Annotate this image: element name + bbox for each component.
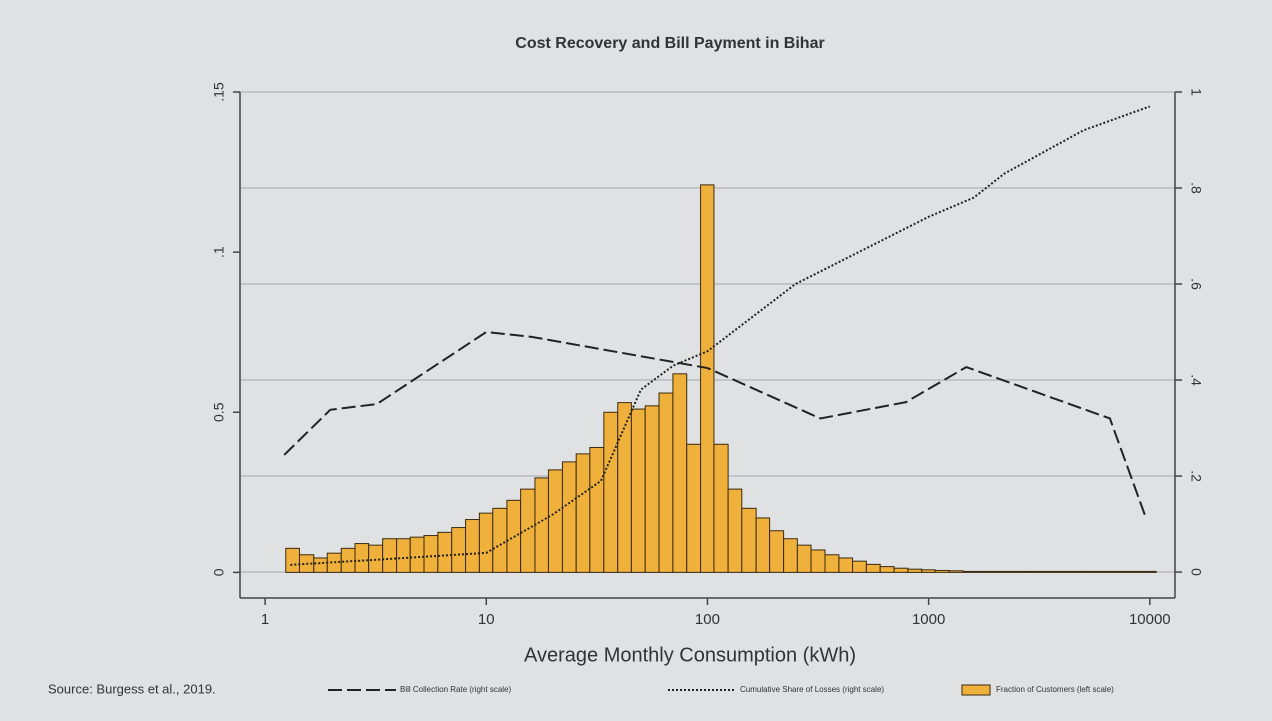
x-tick-label: 1 xyxy=(261,611,269,628)
histogram-bar xyxy=(492,507,508,573)
y2-tick-label: 1 xyxy=(1188,88,1204,96)
histogram-bar xyxy=(658,392,674,573)
x-tick-label: 10 xyxy=(478,611,495,628)
histogram-bar xyxy=(1087,570,1102,573)
histogram-bar xyxy=(589,446,605,573)
histogram-bar xyxy=(409,536,425,573)
y-tick-label: .15 xyxy=(211,82,227,102)
x-tick-label: 1000 xyxy=(912,611,945,628)
x-axis-label: Average Monthly Consumption (kWh) xyxy=(524,644,856,666)
histogram-bar xyxy=(1045,570,1061,573)
histogram-bar xyxy=(713,443,729,573)
histogram-bar xyxy=(465,519,480,573)
histogram-bar xyxy=(354,543,370,573)
y-tick-label: .1 xyxy=(211,246,227,258)
y2-tick-label: 0 xyxy=(1188,568,1204,576)
histogram-bar xyxy=(437,531,453,573)
histogram-bar xyxy=(547,469,563,573)
histogram-bar xyxy=(630,408,646,573)
y2-tick-label: .6 xyxy=(1188,278,1204,290)
histogram-bar xyxy=(478,512,494,573)
histogram-bar xyxy=(741,507,757,573)
source-note: Source: Burgess et al., 2019. xyxy=(48,681,216,696)
legend-label: Cumulative Share of Losses (right scale) xyxy=(740,685,884,694)
histogram-bar xyxy=(1059,570,1075,573)
histogram-bar xyxy=(990,570,1006,573)
histogram-bar xyxy=(1128,570,1144,573)
histogram-bar xyxy=(313,557,328,573)
histogram-bar xyxy=(396,538,411,573)
histogram-bar xyxy=(382,538,398,573)
chart-title: Cost Recovery and Bill Payment in Bihar xyxy=(515,35,824,52)
histogram-bar xyxy=(948,570,964,573)
histogram-bar xyxy=(1004,570,1020,573)
series-line xyxy=(283,331,1146,516)
histogram-bar xyxy=(520,488,536,573)
histogram-bar xyxy=(727,488,743,573)
histogram-bar xyxy=(810,549,826,573)
histogram-bar xyxy=(934,569,950,573)
histogram-bar xyxy=(1031,570,1047,573)
histogram-bar xyxy=(423,535,439,573)
histogram-bar xyxy=(865,563,881,573)
histogram-bar xyxy=(451,527,467,573)
histogram-bar xyxy=(879,566,895,573)
histogram-bar xyxy=(1018,570,1033,573)
series-line xyxy=(290,105,1151,566)
histogram-bar xyxy=(700,184,715,573)
legend-swatch xyxy=(961,684,991,696)
y2-tick-label: .4 xyxy=(1188,374,1204,386)
histogram-bar xyxy=(561,461,577,573)
histogram-bar xyxy=(907,568,923,573)
histogram-bar xyxy=(534,477,549,573)
histogram-bar xyxy=(1073,570,1089,573)
histogram-bar xyxy=(1100,570,1116,573)
histogram-bar xyxy=(921,569,936,573)
y2-tick-label: .8 xyxy=(1188,182,1204,194)
histogram-bar xyxy=(340,547,356,573)
y2-tick-label: .2 xyxy=(1188,470,1204,482)
histogram-bar xyxy=(755,517,771,573)
histogram-bar xyxy=(838,557,854,573)
histogram-bar xyxy=(644,405,660,573)
histogram-bar xyxy=(769,530,785,573)
histogram-bar xyxy=(824,554,840,573)
histogram-bar xyxy=(893,567,909,573)
histogram-bar xyxy=(852,560,867,573)
histogram-bar xyxy=(1142,570,1157,573)
histogram-bar xyxy=(686,443,702,573)
histogram-bar xyxy=(575,453,591,573)
histogram-bar xyxy=(1114,570,1130,573)
y-tick-label: 0 xyxy=(211,568,227,576)
x-tick-label: 100 xyxy=(695,611,720,628)
histogram-bar xyxy=(285,547,300,573)
histogram-bar xyxy=(783,538,798,573)
y-tick-label: 0.5 xyxy=(211,402,227,422)
histogram-bar xyxy=(796,544,812,573)
histogram-bar xyxy=(962,570,978,573)
x-tick-label: 10000 xyxy=(1129,611,1171,628)
histogram-bar xyxy=(603,411,619,573)
histogram-bar xyxy=(976,570,992,573)
legend-label: Fraction of Customers (left scale) xyxy=(996,685,1114,694)
legend-label: Bill Collection Rate (right scale) xyxy=(400,685,511,694)
histogram-bar xyxy=(672,373,688,573)
